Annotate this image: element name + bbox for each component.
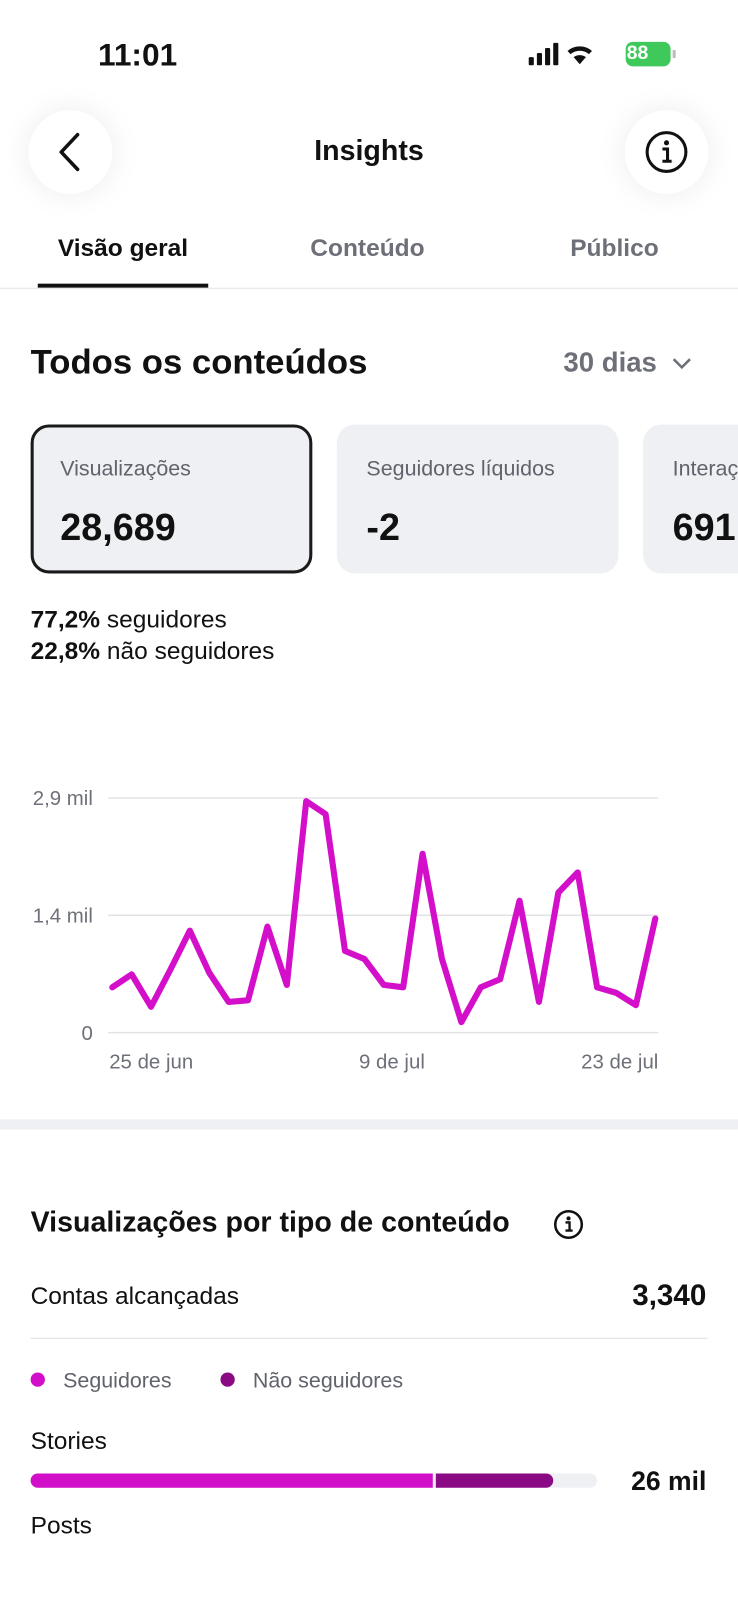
info-icon[interactable] — [552, 1208, 585, 1241]
card-value: 691 — [672, 506, 736, 548]
row-value: 26 mil — [631, 1465, 707, 1496]
y-tick-label: 1,4 mil — [33, 905, 93, 927]
chevron — [672, 358, 691, 370]
metric-card[interactable]: Seguidores líquidos -2 — [336, 424, 619, 574]
period-selector[interactable]: 30 dias — [563, 347, 693, 379]
row-label: Stories — [30, 1427, 107, 1456]
y-tick-label: 2,9 mil — [33, 788, 93, 810]
reach-value: 3,340 — [632, 1279, 707, 1313]
tab[interactable]: Conteúdo — [310, 234, 425, 263]
info-button[interactable] — [624, 110, 709, 194]
audience-pct: 22,8% — [30, 637, 101, 666]
audience-line: 77,2% seguidores — [31, 606, 227, 635]
period: 30 dias — [563, 346, 657, 378]
data-line — [109, 798, 659, 1026]
line-chart: 0 1,4 mil 2,9 mil 25 de jun 9 de jul 23 de ju… — [33, 788, 659, 1073]
tab[interactable]: Público — [570, 234, 659, 263]
reach-label: Contas alcançadas — [30, 1282, 239, 1311]
card-value: -2 — [366, 506, 401, 548]
audience-label: não seguidores — [106, 637, 275, 666]
metric-card[interactable]: Interações 691 — [643, 424, 738, 574]
battery-level: 88 — [626, 42, 649, 65]
legend-dot — [220, 1372, 235, 1387]
card-value: 28,689 — [60, 506, 176, 548]
divider — [0, 287, 738, 289]
legend-dot — [30, 1372, 45, 1387]
breakdown-title: Visualizações por tipo de conteúdo — [30, 1206, 510, 1238]
status-time: 11:01 — [97, 36, 178, 73]
y-tick-label: 0 — [82, 1023, 93, 1045]
back-icon — [59, 132, 80, 172]
legend-label: Não seguidores — [252, 1369, 404, 1393]
back-button[interactable] — [28, 110, 113, 194]
x-tick-label: 9 de jul — [359, 1051, 425, 1073]
bar-segment — [435, 1473, 554, 1488]
row-label: Posts — [30, 1512, 92, 1540]
legend-label: Seguidores — [63, 1369, 172, 1393]
audience-label: seguidores — [106, 606, 227, 634]
divider — [30, 1337, 708, 1339]
bar-segment — [30, 1473, 433, 1488]
header-title: Insights — [314, 134, 424, 167]
section-title: Todos os conteúdos — [30, 342, 368, 382]
tab[interactable]: Visão geral — [57, 234, 189, 263]
x-tick-label: 25 de jun — [109, 1051, 193, 1073]
status-icons — [528, 41, 676, 67]
card-label: Interações — [672, 457, 738, 481]
audience-line: 22,8% não seguidores — [31, 638, 275, 667]
card-label: Seguidores líquidos — [366, 457, 555, 481]
tab-indicator — [37, 283, 209, 288]
metric-card[interactable]: Visualizações 28,689 — [30, 424, 313, 574]
x-tick-label: 23 de jul — [581, 1051, 658, 1073]
section-separator — [0, 1119, 738, 1130]
info-icon — [645, 131, 688, 173]
audience-pct: 77,2% — [30, 606, 101, 634]
card-label: Visualizações — [60, 457, 191, 481]
legend: Seguidores Não seguidores — [30, 1369, 404, 1393]
